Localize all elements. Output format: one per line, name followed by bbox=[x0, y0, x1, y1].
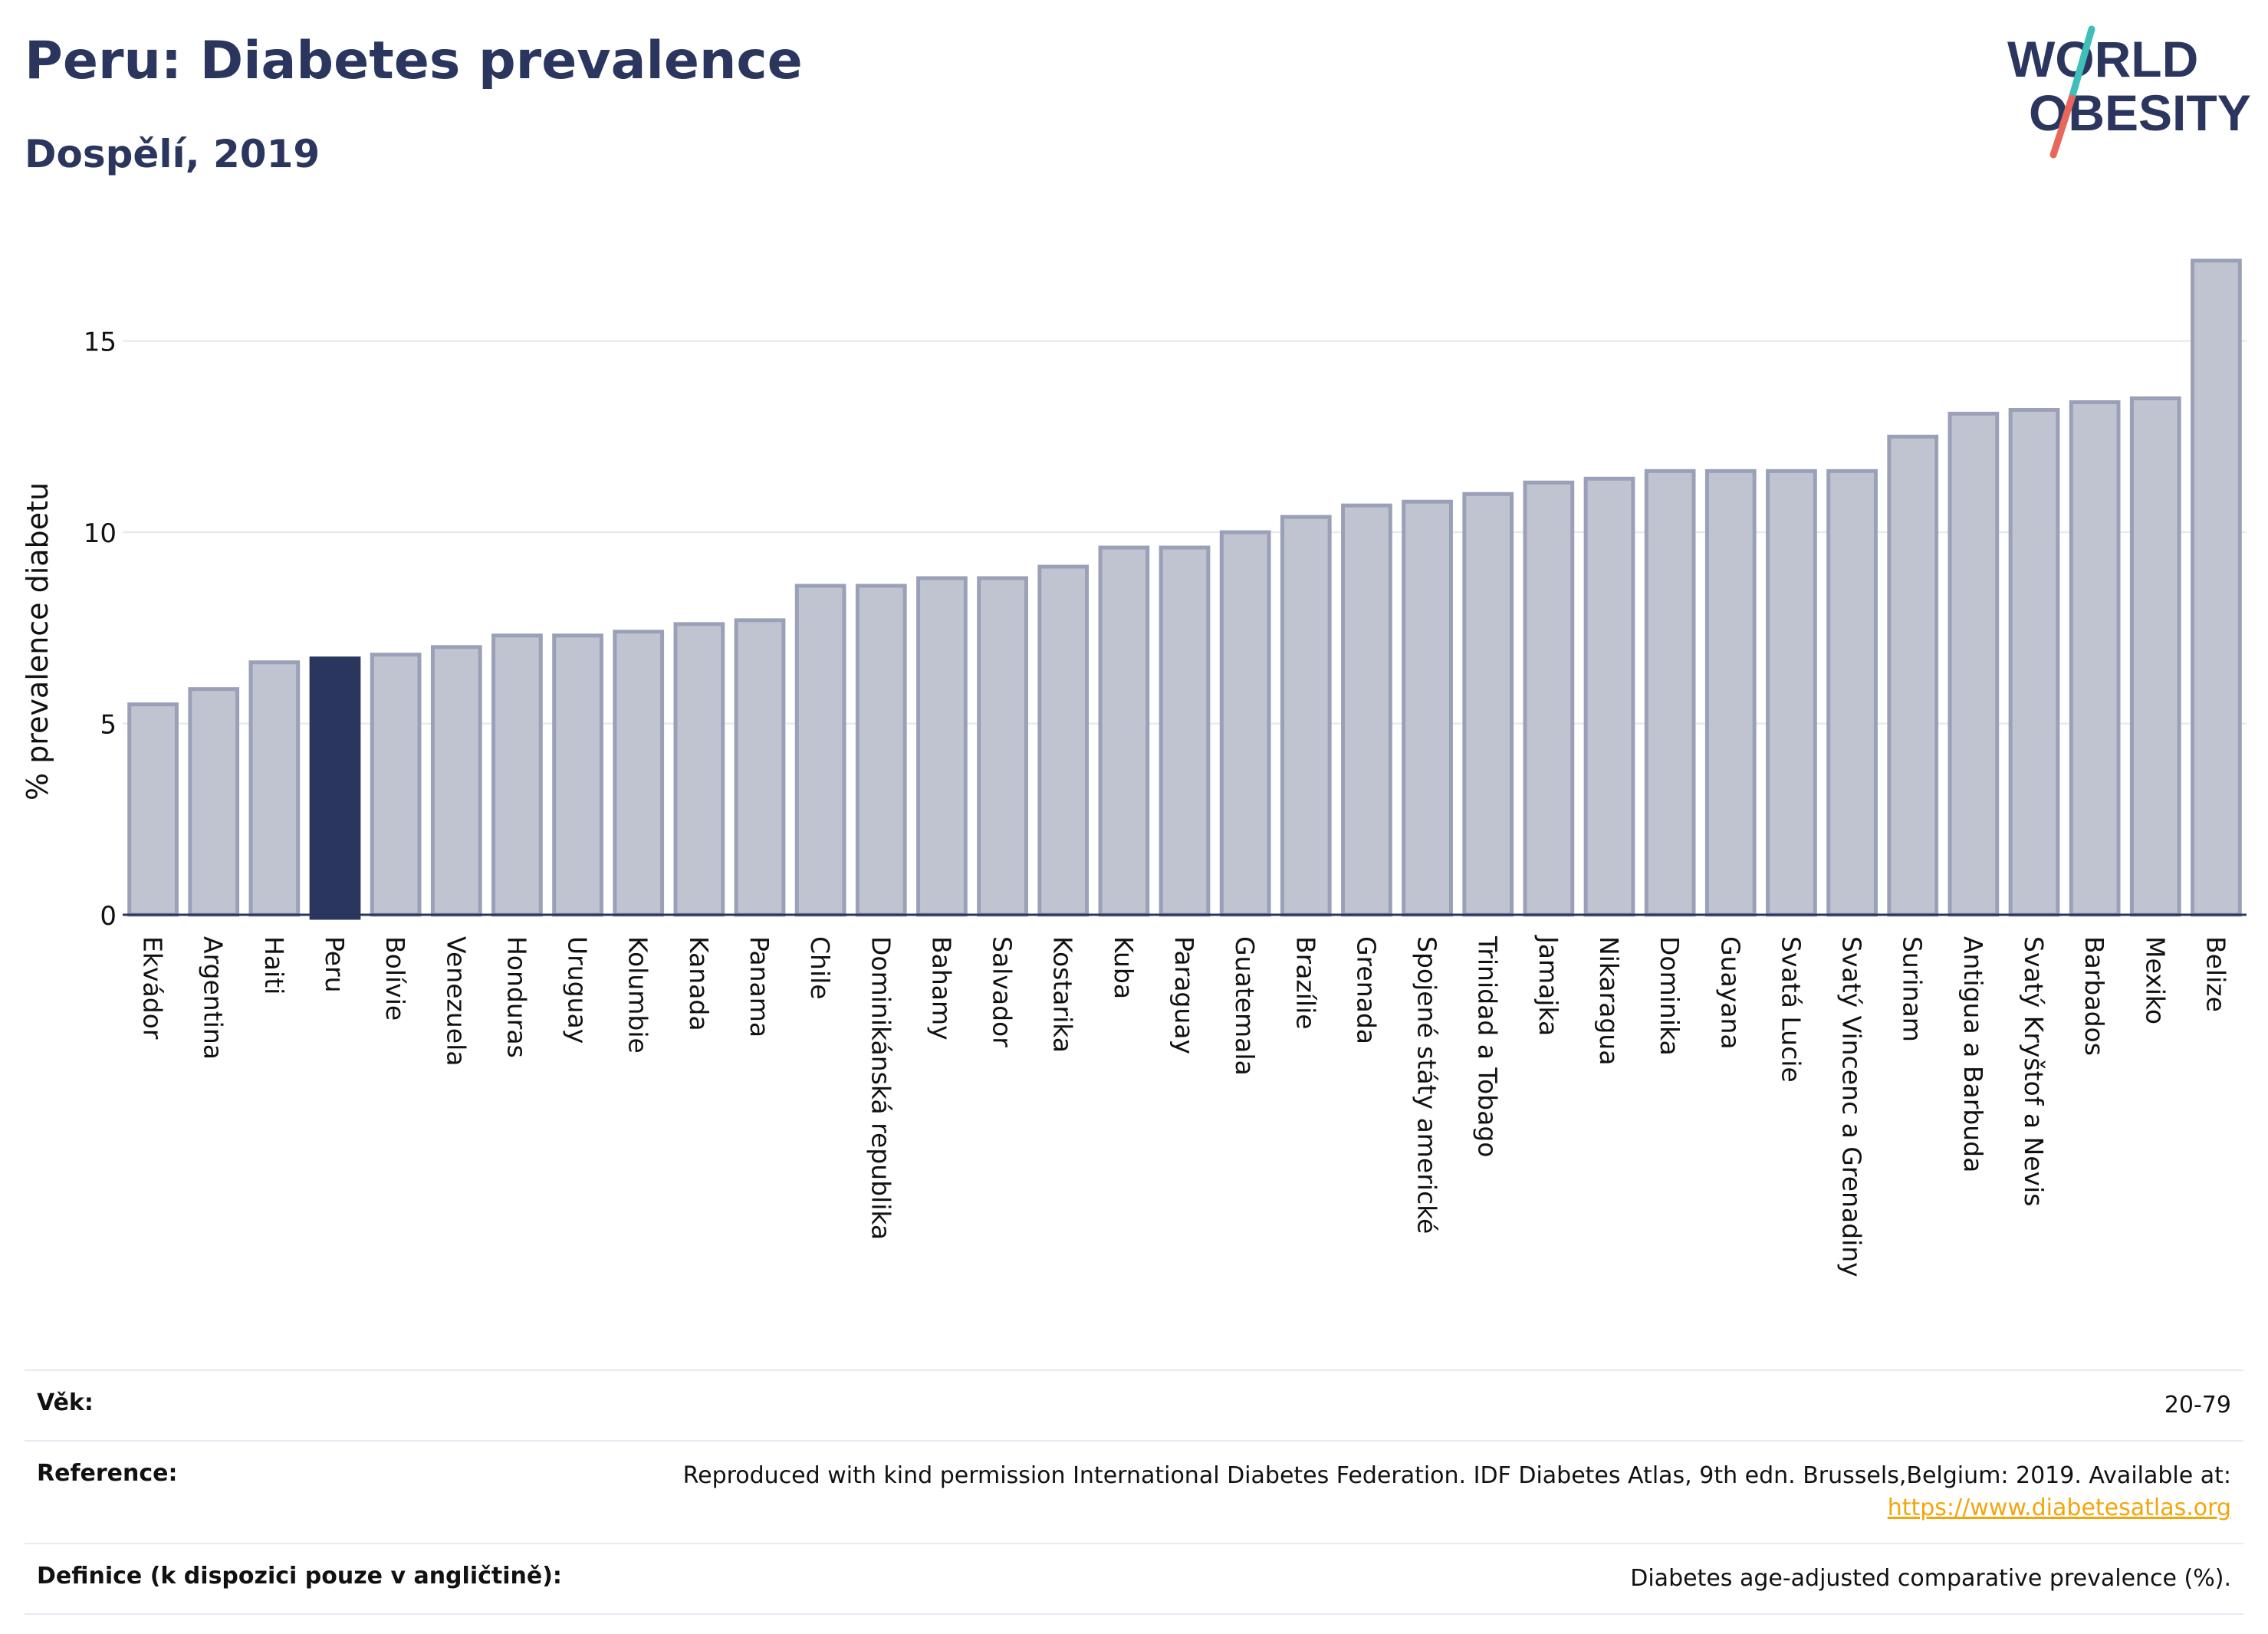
bar-salvador[interactable] bbox=[977, 576, 1028, 917]
x-tick-label: Surinam bbox=[1898, 936, 1928, 1042]
bar-ekvádor[interactable] bbox=[127, 702, 179, 917]
bar-venezuela[interactable] bbox=[430, 645, 482, 917]
x-tick-label: Guayana bbox=[1715, 936, 1745, 1050]
bar-grenada[interactable] bbox=[1341, 503, 1392, 917]
x-tick-label: Kolumbie bbox=[623, 936, 653, 1054]
reference-link[interactable]: https://www.diabetesatlas.org bbox=[1887, 1494, 2231, 1521]
bar-belize[interactable] bbox=[2191, 258, 2242, 917]
y-tick-label: 15 bbox=[84, 327, 117, 358]
x-tick-label: Venezuela bbox=[441, 936, 471, 1066]
age-value: 20-79 bbox=[2164, 1392, 2231, 1419]
definition-value: Diabetes age-adjusted comparative preval… bbox=[1630, 1565, 2231, 1592]
bar-svatá-lucie[interactable] bbox=[1766, 469, 1817, 917]
x-tick-label: Jamajka bbox=[1533, 935, 1563, 1036]
meta-row-definition: Definice (k dispozici pouze v angličtině… bbox=[25, 1543, 2243, 1615]
x-tick-label: Barbados bbox=[2079, 936, 2109, 1056]
x-tick-label: Guatemala bbox=[1230, 936, 1260, 1076]
bar-dominika[interactable] bbox=[1644, 469, 1696, 917]
x-tick-label: Mexiko bbox=[2140, 936, 2170, 1024]
bar-brazílie[interactable] bbox=[1280, 515, 1332, 917]
bar-surinam[interactable] bbox=[1887, 434, 1939, 917]
bar-barbados[interactable] bbox=[2069, 400, 2121, 917]
bar-guayana[interactable] bbox=[1704, 469, 1757, 917]
y-axis-label: % prevalence diabetu bbox=[21, 482, 54, 801]
chart-subtitle: Dospělí, 2019 bbox=[25, 132, 320, 176]
metadata-table: Věk: 20-79 Reference: Reproduced with ki… bbox=[25, 1369, 2243, 1615]
x-tick-label: Haiti bbox=[259, 936, 289, 995]
chart-title: Peru: Diabetes prevalence bbox=[25, 31, 803, 91]
y-axis-ticks: 0 5 10 15 bbox=[84, 327, 117, 932]
x-tick-label: Brazílie bbox=[1290, 936, 1320, 1030]
x-tick-label: Honduras bbox=[501, 936, 531, 1058]
x-tick-label: Bolívie bbox=[380, 936, 410, 1021]
x-tick-label: Panama bbox=[744, 936, 774, 1037]
world-obesity-logo: WORLD OBESITY bbox=[2007, 25, 2251, 159]
bar-kolumbie[interactable] bbox=[613, 630, 665, 917]
x-tick-label: Uruguay bbox=[563, 936, 593, 1044]
bar-dominikánská-republika[interactable] bbox=[855, 584, 907, 917]
bar-haiti[interactable] bbox=[248, 660, 301, 917]
bar-chart: 0 5 10 15 Ekvádor Argentina Haiti Peru Bolívie V… bbox=[21, 258, 2247, 1277]
bar-paraguay[interactable] bbox=[1159, 545, 1211, 917]
reference-text: Reproduced with kind permission Internat… bbox=[682, 1462, 2231, 1489]
x-tick-label: Bahamy bbox=[926, 936, 956, 1041]
x-tick-label: Nikaragua bbox=[1594, 936, 1624, 1065]
y-tick-label: 5 bbox=[100, 710, 117, 741]
bar-panama[interactable] bbox=[734, 618, 786, 917]
x-tick-label: Chile bbox=[805, 936, 835, 1000]
x-tick-label: Kanada bbox=[684, 936, 714, 1031]
x-tick-label: Kostarika bbox=[1048, 936, 1078, 1053]
x-tick-label: Paraguay bbox=[1169, 936, 1199, 1054]
x-tick-label: Dominika bbox=[1655, 936, 1685, 1056]
y-tick-label: 10 bbox=[84, 518, 117, 549]
bar-bolívie[interactable] bbox=[370, 653, 422, 917]
bar-jamajka[interactable] bbox=[1523, 480, 1575, 917]
reference-label: Reference: bbox=[37, 1460, 178, 1487]
x-tick-label: Belize bbox=[2201, 936, 2230, 1012]
bar-chile[interactable] bbox=[794, 584, 846, 917]
y-tick-label: 0 bbox=[100, 901, 117, 932]
meta-row-age: Věk: 20-79 bbox=[25, 1369, 2243, 1440]
bar-antigua-a-barbuda[interactable] bbox=[1948, 411, 2000, 917]
x-tick-label: Svatý Vincenc a Grenadiny bbox=[1837, 936, 1867, 1277]
reference-value: Reproduced with kind permission Internat… bbox=[683, 1460, 2231, 1524]
x-tick-label: Svatá Lucie bbox=[1776, 936, 1806, 1083]
x-tick-label: Ekvádor bbox=[138, 936, 168, 1040]
meta-row-reference: Reference: Reproduced with kind permissi… bbox=[25, 1440, 2243, 1543]
bar-spojené-státy-americké[interactable] bbox=[1402, 499, 1453, 917]
x-tick-label: Grenada bbox=[1351, 936, 1381, 1044]
x-tick-label: Peru bbox=[320, 936, 350, 993]
bars bbox=[127, 258, 2242, 920]
x-tick-label: Salvador bbox=[988, 936, 1017, 1047]
bar-nikaragua[interactable] bbox=[1583, 476, 1635, 917]
bar-svatý-vincenc-a-grenadiny[interactable] bbox=[1826, 469, 1878, 917]
x-tick-label: Spojené státy americké bbox=[1412, 936, 1442, 1234]
x-axis-labels: Ekvádor Argentina Haiti Peru Bolívie Venezuel… bbox=[138, 935, 2231, 1277]
x-tick-label: Kuba bbox=[1109, 936, 1139, 999]
x-tick-label: Antigua a Barbuda bbox=[1958, 936, 1988, 1172]
bar-guatemala[interactable] bbox=[1219, 530, 1271, 917]
x-tick-label: Svatý Kryštof a Nevis bbox=[2019, 936, 2049, 1206]
bar-trinidad-a-tobago[interactable] bbox=[1462, 492, 1514, 917]
bar-argentina[interactable] bbox=[188, 687, 240, 917]
bar-kuba[interactable] bbox=[1098, 545, 1150, 917]
bar-kanada[interactable] bbox=[673, 622, 725, 917]
bar-kostarika[interactable] bbox=[1037, 564, 1090, 917]
x-tick-label: Argentina bbox=[199, 936, 228, 1060]
definition-label: Definice (k dispozici pouze v angličtině… bbox=[37, 1563, 562, 1590]
bar-peru[interactable] bbox=[309, 656, 361, 920]
bar-uruguay[interactable] bbox=[552, 633, 603, 917]
logo-slash-teal bbox=[2068, 25, 2095, 102]
logo-line-1: WORLD bbox=[2007, 31, 2198, 87]
bar-svatý-kryštof-a-nevis[interactable] bbox=[2008, 408, 2060, 917]
bar-bahamy[interactable] bbox=[916, 576, 968, 917]
age-label: Věk: bbox=[37, 1389, 94, 1416]
x-tick-label: Dominikánská republika bbox=[866, 936, 896, 1240]
x-tick-label: Trinidad a Tobago bbox=[1473, 935, 1503, 1158]
logo-slash-coral bbox=[2049, 94, 2076, 159]
bar-honduras[interactable] bbox=[491, 633, 543, 917]
bar-mexiko[interactable] bbox=[2129, 396, 2181, 917]
